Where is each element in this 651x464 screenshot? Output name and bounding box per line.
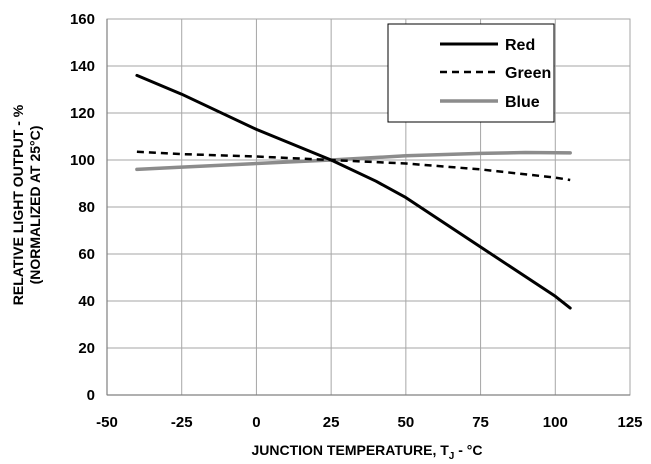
- x-axis-ticks: -50 -25 0 25 50 75 100 125: [96, 414, 642, 431]
- y-tick-label: 40: [78, 293, 95, 310]
- y-tick-label: 0: [87, 387, 95, 404]
- x-axis-title-main: JUNCTION TEMPERATURE, T: [251, 442, 449, 458]
- legend-label-red: Red: [505, 37, 535, 54]
- series-line-red: [135, 73, 572, 310]
- x-tick-label: 0: [252, 414, 260, 431]
- x-tick-label: 75: [472, 414, 489, 431]
- series-line-green: [136, 150, 571, 182]
- legend-label-blue: Blue: [505, 94, 540, 111]
- y-tick-label: 140: [70, 58, 95, 75]
- x-tick-label: 50: [398, 414, 415, 431]
- plot-area: [106, 18, 631, 396]
- x-axis-title-subscript: J: [449, 451, 455, 462]
- y-axis-ticks: 0 20 40 60 80 100 120 140 160: [70, 11, 95, 404]
- y-tick-label: 120: [70, 105, 95, 122]
- y-axis-title-line1: RELATIVE LIGHT OUTPUT - %: [10, 104, 26, 305]
- y-tick-label: 60: [78, 246, 95, 263]
- y-tick-label: 100: [70, 152, 95, 169]
- y-tick-label: 20: [78, 340, 95, 357]
- x-tick-label: -50: [96, 414, 118, 431]
- x-axis-title: JUNCTION TEMPERATURE, TJ - °C: [251, 442, 482, 462]
- x-tick-label: 25: [323, 414, 340, 431]
- legend: Red Green Blue: [387, 23, 555, 123]
- x-tick-label: -25: [171, 414, 193, 431]
- series-lines: [135, 73, 572, 310]
- x-tick-label: 125: [617, 414, 642, 431]
- x-axis-title-suffix: - °C: [454, 442, 482, 458]
- y-axis-title-line2: (NORMALIZED AT 25°C): [27, 126, 43, 285]
- series-line-blue: [135, 150, 572, 172]
- y-tick-label: 160: [70, 11, 95, 28]
- legend-label-green: Green: [505, 65, 551, 82]
- x-tick-label: 100: [543, 414, 568, 431]
- y-tick-label: 80: [78, 199, 95, 216]
